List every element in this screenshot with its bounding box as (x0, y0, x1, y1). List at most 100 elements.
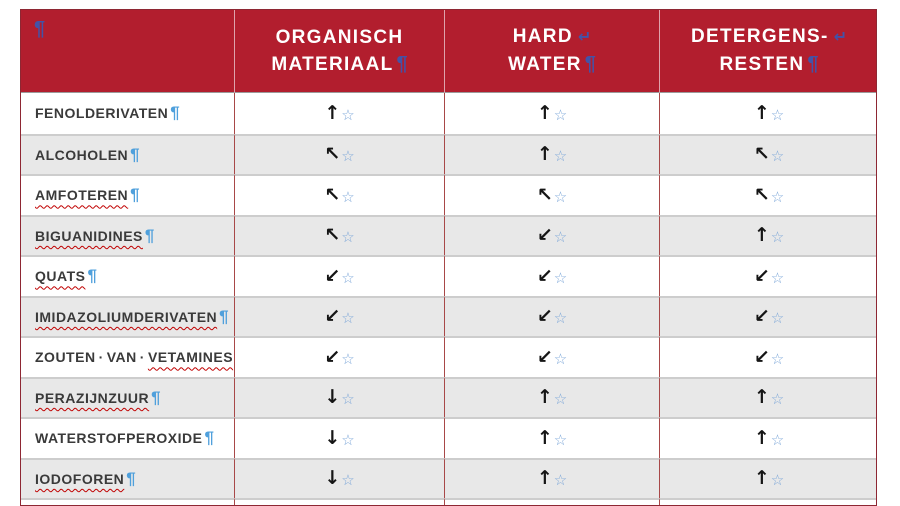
row-label-cell[interactable]: AMFOTEREN ¶ (21, 174, 234, 215)
arrow-up-left-icon: ↖ (324, 183, 341, 206)
value-cell[interactable]: ↑ ☆ (444, 457, 659, 498)
star-icon: ☆ (553, 147, 568, 166)
pilcrow-mark: ¶ (130, 185, 141, 205)
space-dot-mark: · (98, 349, 104, 366)
arrow-up-left-icon: ↖ (324, 224, 341, 247)
row-label: QUATS (35, 268, 86, 285)
value-cell[interactable]: ↖ ☆ (234, 214, 444, 255)
row-label: BIGUANIDINES (35, 227, 143, 244)
row-label-cell[interactable]: IODOFOREN ¶ (21, 457, 234, 498)
header-title-text: RESTEN (719, 54, 805, 75)
value-cell[interactable]: ↓☆ (234, 417, 444, 458)
value-cell[interactable]: ↙ ☆ (234, 255, 444, 296)
value-cell[interactable]: ↙ ☆ (444, 214, 659, 255)
row-label: IODOFOREN (35, 470, 125, 487)
value-cell[interactable] (444, 498, 659, 505)
arrow-up-left-icon: ↖ (536, 183, 553, 206)
value-cell[interactable]: ↓☆ (234, 498, 444, 505)
star-icon: ☆ (341, 147, 355, 166)
star-icon: ☆ (341, 268, 355, 287)
value-cell[interactable]: ↖ ☆ (659, 133, 876, 174)
value-cell[interactable]: ↙ ☆ (659, 336, 876, 377)
arrow-down-left-icon: ↙ (536, 305, 553, 328)
star-icon: ☆ (553, 390, 568, 409)
star-icon: ☆ (770, 390, 785, 409)
arrow-up-icon: ↑ (753, 386, 770, 409)
value-cell[interactable]: ↑ ☆ (659, 214, 876, 255)
value-cell[interactable]: ↖ ☆ (444, 174, 659, 215)
pilcrow-mark: ¶ (151, 387, 162, 407)
value-cell[interactable]: ↑ ☆ (659, 93, 876, 134)
arrow-up-icon: ↑ (536, 101, 553, 124)
row-label: PERAZIJNZUUR (35, 389, 150, 406)
arrow-up-left-icon: ↖ (753, 183, 770, 206)
pilcrow-mark: ¶ (204, 428, 215, 448)
value-cell[interactable]: ↑ ☆ (444, 93, 659, 134)
star-icon: ☆ (553, 228, 568, 247)
value-cell[interactable]: ↙ ☆ (444, 255, 659, 296)
star-icon: ☆ (341, 390, 355, 409)
disinfectants-table: ¶ ORGANISCH MATERIAAL ¶ HARD ↵ WATER ¶ DETERGENS… (20, 9, 877, 506)
pilcrow-mark: ¶ (144, 225, 155, 245)
star-icon: ☆ (770, 147, 785, 166)
header-corner-cell[interactable]: ¶ (21, 10, 234, 93)
value-cell[interactable] (659, 498, 876, 505)
star-icon: ☆ (553, 187, 568, 206)
header-line: HARD ↵ (513, 24, 592, 51)
arrow-down-left-icon: ↙ (324, 345, 341, 368)
row-label: IMIDAZOLIUMDERIVATEN (35, 308, 218, 325)
row-label: VAN (106, 349, 137, 366)
row-label-cell[interactable]: ZOUTEN·VAN·VETAMINES¶ (21, 336, 234, 377)
value-cell[interactable]: ↓☆ (234, 376, 444, 417)
row-label-cell[interactable]: QUATS ¶ (21, 255, 234, 296)
star-icon: ☆ (341, 228, 355, 247)
value-cell[interactable]: ↑ ☆ (659, 376, 876, 417)
star-icon: ☆ (341, 471, 355, 490)
pilcrow-mark: ¶ (87, 266, 98, 286)
header-cell[interactable]: DETERGENS- ↵ RESTEN ¶ (659, 10, 876, 93)
value-cell[interactable]: ↑ ☆ (444, 417, 659, 458)
value-cell[interactable]: ↙ ☆ (234, 295, 444, 336)
header-cell[interactable]: HARD ↵ WATER ¶ (444, 10, 659, 93)
value-cell[interactable]: ↙ ☆ (444, 336, 659, 377)
row-label-cell[interactable]: IMIDAZOLIUMDERIVATEN ¶ (21, 295, 234, 336)
value-cell[interactable]: ↖ ☆ (659, 174, 876, 215)
value-cell[interactable]: ↖ ☆ (234, 174, 444, 215)
header-title-text: WATER (508, 54, 582, 75)
star-icon: ☆ (770, 309, 785, 328)
row-label: ALCOHOLEN (35, 146, 129, 163)
value-cell[interactable]: ↖ ☆ (234, 133, 444, 174)
row-label-cell[interactable]: FENOLDERIVATEN ¶ (21, 93, 234, 134)
arrow-up-icon: ↑ (753, 426, 770, 449)
value-cell[interactable]: ↙ ☆ (234, 336, 444, 377)
value-cell[interactable]: ↙ ☆ (659, 255, 876, 296)
row-label: ZOUTEN (35, 349, 96, 366)
arrow-down-left-icon: ↙ (536, 264, 553, 287)
row-label-cell[interactable]: BIGUANIDINES ¶ (21, 214, 234, 255)
line-break-icon: ↵ (833, 29, 847, 46)
header-cell[interactable]: ORGANISCH MATERIAAL ¶ (234, 10, 444, 93)
arrow-up-icon: ↑ (536, 143, 553, 166)
row-label-cell[interactable] (21, 498, 234, 505)
row-label-cell[interactable]: WATERSTOFPEROXIDE ¶ (21, 417, 234, 458)
value-cell[interactable]: ↑ ☆ (444, 376, 659, 417)
value-cell[interactable]: ↑ ☆ (444, 133, 659, 174)
space-dot-mark: · (139, 349, 145, 366)
row-label-cell[interactable]: PERAZIJNZUUR ¶ (21, 376, 234, 417)
header-line: RESTEN ¶ (720, 51, 819, 78)
header-title-text: HARD (512, 26, 573, 47)
value-cell[interactable]: ↑ ☆ (234, 93, 444, 134)
arrow-down-icon: ↓ (324, 426, 341, 449)
value-cell[interactable]: ↙ ☆ (659, 295, 876, 336)
row-label: FENOLDERIVATEN (35, 105, 169, 122)
pilcrow-mark: ¶ (130, 144, 141, 164)
header-line: WATER ¶ (508, 51, 596, 78)
value-cell[interactable]: ↑ ☆ (659, 457, 876, 498)
value-cell[interactable]: ↙ ☆ (444, 295, 659, 336)
arrow-down-left-icon: ↙ (753, 305, 770, 328)
arrow-down-left-icon: ↙ (753, 345, 770, 368)
value-cell[interactable]: ↑ ☆ (659, 417, 876, 458)
value-cell[interactable]: ↓☆ (234, 457, 444, 498)
arrow-down-icon: ↓ (324, 386, 341, 409)
row-label-cell[interactable]: ALCOHOLEN ¶ (21, 133, 234, 174)
